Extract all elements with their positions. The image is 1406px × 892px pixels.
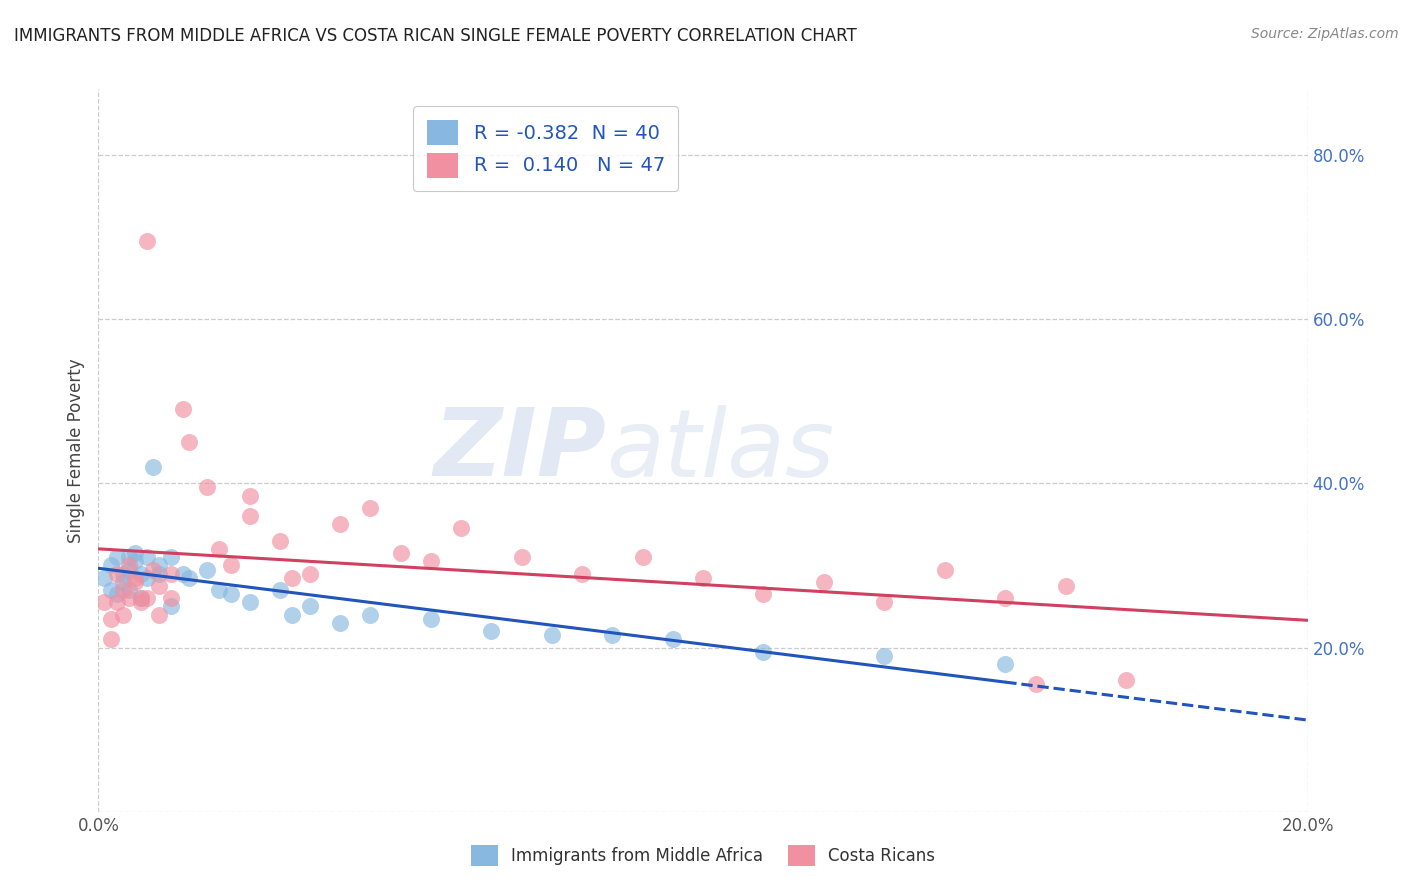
Legend: Immigrants from Middle Africa, Costa Ricans: Immigrants from Middle Africa, Costa Ric… — [463, 837, 943, 875]
Point — [93, 595, 115, 609]
Point — [105, 550, 128, 565]
Point — [540, 628, 562, 642]
Point — [135, 234, 157, 248]
Point — [239, 595, 262, 609]
Point — [269, 582, 291, 597]
Point — [148, 558, 170, 573]
Text: ZIP: ZIP — [433, 404, 606, 497]
Point — [135, 550, 157, 565]
Point — [118, 562, 141, 576]
Point — [221, 587, 243, 601]
Point — [100, 632, 122, 647]
Point — [142, 562, 165, 576]
Text: IMMIGRANTS FROM MIDDLE AFRICA VS COSTA RICAN SINGLE FEMALE POVERTY CORRELATION C: IMMIGRANTS FROM MIDDLE AFRICA VS COSTA R… — [14, 27, 856, 45]
Point — [571, 566, 593, 581]
Point — [692, 571, 714, 585]
Point — [129, 595, 152, 609]
Point — [1054, 579, 1077, 593]
Point — [873, 595, 896, 609]
Point — [124, 546, 146, 560]
Point — [994, 657, 1017, 671]
Point — [934, 562, 956, 576]
Point — [129, 591, 152, 606]
Point — [129, 591, 152, 606]
Text: Source: ZipAtlas.com: Source: ZipAtlas.com — [1251, 27, 1399, 41]
Point — [195, 480, 218, 494]
Point — [105, 566, 128, 581]
Point — [118, 558, 141, 573]
Point — [873, 648, 896, 663]
Point — [160, 591, 183, 606]
Point — [148, 566, 170, 581]
Point — [124, 574, 146, 589]
Point — [111, 574, 134, 589]
Point — [994, 591, 1017, 606]
Point — [124, 554, 146, 568]
Point — [148, 607, 170, 622]
Point — [602, 628, 624, 642]
Point — [813, 574, 835, 589]
Point — [105, 587, 128, 601]
Point — [752, 587, 775, 601]
Point — [118, 550, 141, 565]
Point — [118, 582, 141, 597]
Point — [420, 554, 443, 568]
Point — [179, 435, 201, 450]
Point — [208, 582, 231, 597]
Point — [100, 558, 122, 573]
Point — [135, 591, 157, 606]
Point — [118, 591, 141, 606]
Point — [100, 582, 122, 597]
Point — [281, 607, 304, 622]
Point — [360, 607, 382, 622]
Point — [195, 562, 218, 576]
Point — [661, 632, 683, 647]
Point — [510, 550, 533, 565]
Point — [360, 500, 382, 515]
Point — [179, 571, 201, 585]
Point — [124, 571, 146, 585]
Point — [111, 566, 134, 581]
Point — [420, 612, 443, 626]
Point — [105, 595, 128, 609]
Point — [752, 645, 775, 659]
Point — [631, 550, 654, 565]
Point — [239, 509, 262, 524]
Point — [329, 615, 352, 630]
Point — [389, 546, 412, 560]
Point — [281, 571, 304, 585]
Point — [1024, 677, 1046, 691]
Point — [221, 558, 243, 573]
Point — [100, 612, 122, 626]
Point — [160, 550, 183, 565]
Point — [93, 571, 115, 585]
Point — [239, 489, 262, 503]
Point — [160, 599, 183, 614]
Point — [129, 566, 152, 581]
Point — [329, 517, 352, 532]
Point — [111, 607, 134, 622]
Point — [1115, 673, 1137, 688]
Point — [111, 582, 134, 597]
Point — [172, 402, 194, 417]
Point — [148, 579, 170, 593]
Point — [208, 541, 231, 556]
Point — [269, 533, 291, 548]
Point — [299, 599, 322, 614]
Y-axis label: Single Female Poverty: Single Female Poverty — [66, 359, 84, 542]
Text: atlas: atlas — [606, 405, 835, 496]
Point — [160, 566, 183, 581]
Point — [172, 566, 194, 581]
Point — [450, 521, 472, 535]
Point — [481, 624, 503, 639]
Point — [142, 459, 165, 474]
Point — [299, 566, 322, 581]
Legend: R = -0.382  N = 40, R =  0.140   N = 47: R = -0.382 N = 40, R = 0.140 N = 47 — [413, 106, 678, 191]
Point — [135, 571, 157, 585]
